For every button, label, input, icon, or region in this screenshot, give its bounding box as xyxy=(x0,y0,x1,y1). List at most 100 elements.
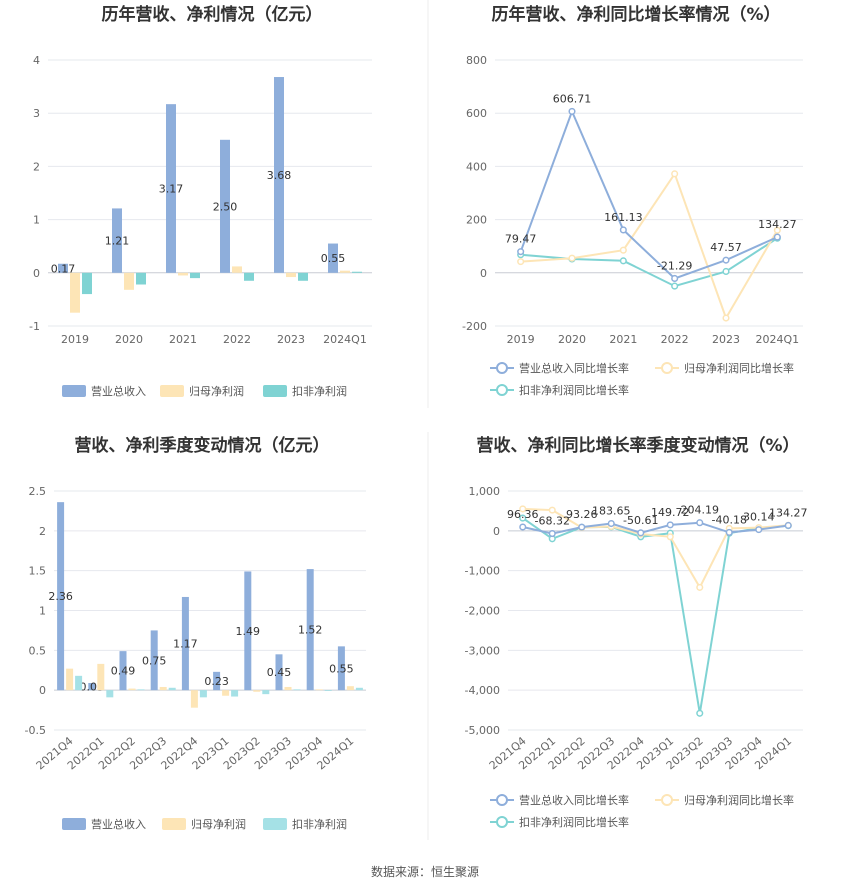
data-label: 0.75 xyxy=(142,654,167,667)
series-point xyxy=(696,709,704,717)
bar-revenue xyxy=(337,646,345,691)
data-source: 数据来源：恒生聚源 xyxy=(371,864,479,879)
series-point xyxy=(517,248,525,256)
legend-marker xyxy=(496,816,508,828)
legend-swatch xyxy=(162,818,186,830)
data-label: 0.23 xyxy=(204,675,229,688)
x-tick-label: 2022 xyxy=(223,333,251,346)
series-point xyxy=(696,519,704,527)
data-label: 606.71 xyxy=(553,92,592,105)
data-label: 93.26 xyxy=(566,508,598,521)
bar-parent-profit xyxy=(190,690,198,708)
legend-marker xyxy=(661,362,673,374)
series-point xyxy=(722,267,730,276)
bar-parent-profit xyxy=(124,272,134,290)
series-point xyxy=(568,254,576,262)
data-label: 1.17 xyxy=(173,638,198,651)
data-label: 0.17 xyxy=(51,262,76,275)
bar-deducted-profit xyxy=(136,272,146,285)
series-point xyxy=(755,526,763,534)
series-point xyxy=(519,523,527,531)
legend-label: 归母净利润同比增长率 xyxy=(684,793,794,807)
series-point xyxy=(773,233,781,241)
data-label: -40.18 xyxy=(712,513,747,526)
legend-marker xyxy=(496,384,508,396)
bar-parent-profit xyxy=(222,690,230,696)
bar-revenue xyxy=(112,208,122,273)
data-label: 183.65 xyxy=(592,505,631,518)
series-point xyxy=(666,533,674,541)
data-label: 134.27 xyxy=(758,218,797,231)
bar-revenue xyxy=(274,77,284,273)
legend-label: 扣非净利润 xyxy=(292,817,347,831)
chart-title: 营收、净利同比增长率季度变动情况（%） xyxy=(476,435,799,456)
bar-deducted-profit xyxy=(352,271,362,273)
series-point xyxy=(619,246,627,254)
chart-title: 历年营收、净利同比增长率情况（%） xyxy=(491,4,780,25)
data-label: 3.68 xyxy=(267,169,292,182)
data-label: 3.17 xyxy=(159,182,184,195)
bar-parent-profit xyxy=(340,270,350,273)
bar-deducted-profit xyxy=(190,272,200,279)
y-tick-label: 200 xyxy=(466,214,487,227)
data-label: 30.14 xyxy=(743,511,775,524)
data-label: 149.72 xyxy=(651,506,690,519)
series-line-revenue-growth xyxy=(519,108,778,280)
y-tick-label: 1 xyxy=(39,605,46,618)
y-tick-label: 1,000 xyxy=(469,485,501,498)
y-tick-label: -5,000 xyxy=(465,724,500,737)
data-label: -21.29 xyxy=(657,259,692,272)
series-point xyxy=(548,530,556,538)
legend-label: 营业总收入同比增长率 xyxy=(519,793,629,807)
data-label: 1.52 xyxy=(298,624,323,637)
bar-deducted-profit xyxy=(75,675,83,691)
bar-deducted-profit xyxy=(262,690,270,695)
y-tick-label: 0 xyxy=(39,684,46,697)
bar-revenue xyxy=(88,682,96,691)
legend-label: 扣非净利润 xyxy=(292,384,347,398)
legend-label: 归母净利润 xyxy=(191,817,246,831)
data-label: 0.45 xyxy=(267,666,292,679)
bar-parent-profit xyxy=(232,266,242,273)
series-point xyxy=(578,523,586,531)
bar-deducted-profit xyxy=(199,690,207,698)
data-label: 1.49 xyxy=(236,625,261,638)
bar-revenue xyxy=(328,243,338,273)
legend-marker xyxy=(496,794,508,806)
chart-title: 历年营收、净利情况（亿元） xyxy=(102,4,323,25)
series-point xyxy=(619,226,627,234)
series-point xyxy=(517,258,525,266)
bar-parent-profit xyxy=(128,688,136,691)
legend-swatch xyxy=(263,818,287,830)
x-tick-label: 2024Q1 xyxy=(756,333,800,346)
y-tick-label: -4,000 xyxy=(465,684,500,697)
bar-parent-profit xyxy=(70,272,80,313)
legend-swatch xyxy=(62,385,86,397)
series-point xyxy=(607,519,615,528)
legend-marker xyxy=(661,794,673,806)
y-tick-label: -0.5 xyxy=(25,724,46,737)
series-point xyxy=(725,528,733,536)
series-point xyxy=(519,514,527,522)
bar-revenue xyxy=(306,569,314,691)
x-tick-label: 2020 xyxy=(558,333,586,346)
bar-revenue xyxy=(220,139,230,273)
x-tick-label: 2019 xyxy=(507,333,535,346)
y-tick-label: 0 xyxy=(33,267,40,280)
data-label: 47.57 xyxy=(710,241,742,254)
x-tick-label: 2023 xyxy=(277,333,305,346)
data-label: 2.50 xyxy=(213,200,238,213)
bar-deducted-profit xyxy=(293,689,301,691)
bar-parent-profit xyxy=(315,689,323,691)
bar-revenue xyxy=(150,630,158,691)
bar-deducted-profit xyxy=(355,687,363,691)
y-tick-label: 1 xyxy=(33,214,40,227)
chart-2: 历年营收、净利同比增长率情况（%） -200 0 200 400 600 800 2019 20… xyxy=(462,4,803,397)
bar-deducted-profit xyxy=(298,272,308,281)
y-tick-label: 2 xyxy=(39,525,46,538)
y-tick-label: 4 xyxy=(33,54,40,67)
legend-swatch xyxy=(263,385,287,397)
series-line-parent-profit-growth xyxy=(522,507,789,590)
bar-deducted-profit xyxy=(137,689,145,691)
